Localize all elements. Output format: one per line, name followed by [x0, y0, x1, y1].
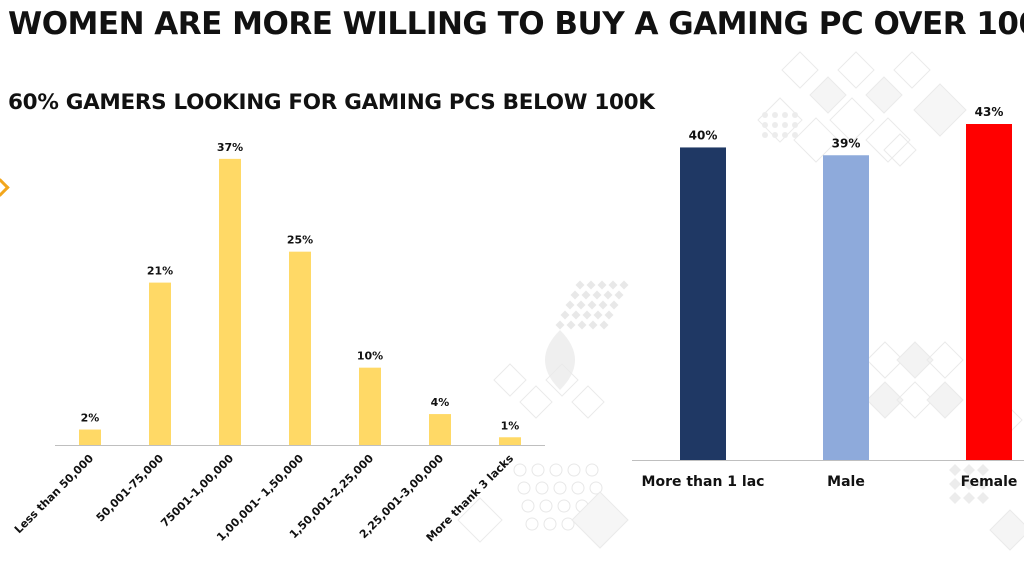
data-label-1: 2%	[81, 412, 100, 425]
bar-6	[429, 414, 451, 445]
bar-1	[680, 147, 726, 460]
bar-3	[219, 158, 241, 445]
bar-4	[289, 251, 311, 445]
data-label-6: 4%	[431, 396, 450, 409]
data-label-2: 21%	[147, 265, 173, 278]
category-label-3: Female	[961, 474, 1018, 490]
bar-5	[359, 367, 381, 445]
price-range-bar-chart: 2% Less than 50,000 21% 50,001-75,000 37% 750…	[12, 141, 545, 544]
bar-7	[499, 437, 521, 445]
category-label-1: More than 1 lac	[642, 474, 765, 490]
data-label-4: 25%	[287, 234, 313, 247]
data-label-1: 40%	[689, 128, 718, 142]
gender-bar-chart: 40% More than 1 lac 39% Male 43% Female	[632, 105, 1024, 490]
data-label-5: 10%	[357, 350, 383, 363]
left-chart-subtitle: 60% GAMERS LOOKING FOR GAMING PCS BELOW …	[8, 90, 655, 115]
bar-1	[79, 429, 101, 445]
category-label-1: Less than 50,000	[12, 452, 96, 536]
page-title: WOMEN ARE MORE WILLING TO BUY A GAMING P…	[8, 6, 1024, 42]
data-label-7: 1%	[501, 419, 520, 432]
category-label-3: 75001-1,00,000	[158, 452, 236, 530]
data-label-2: 39%	[832, 136, 861, 150]
data-label-3: 43%	[975, 105, 1004, 119]
bar-3	[966, 124, 1012, 460]
category-label-2: 50,001-75,000	[94, 452, 167, 525]
data-label-3: 37%	[217, 141, 243, 154]
bar-2	[823, 155, 869, 461]
category-label-2: Male	[827, 474, 865, 490]
bar-2	[149, 282, 171, 445]
